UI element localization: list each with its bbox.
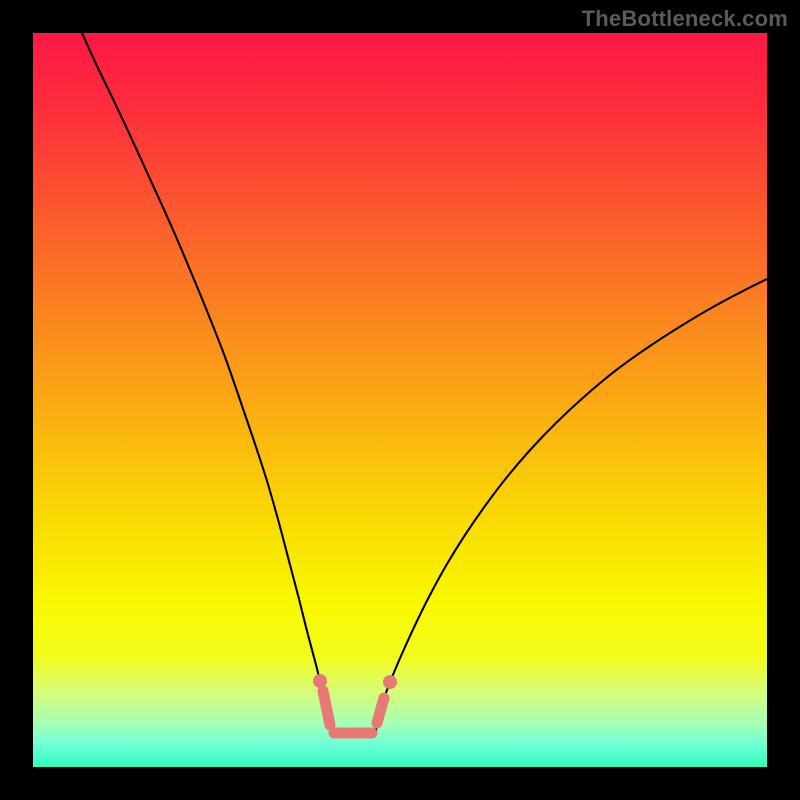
chart-frame: TheBottleneck.com	[0, 0, 800, 800]
watermark-text: TheBottleneck.com	[582, 6, 788, 32]
plot-area	[33, 33, 767, 767]
curve-layer	[33, 33, 767, 767]
curve-left-branch	[82, 33, 331, 731]
curve-right-branch	[376, 279, 767, 731]
curve-markers	[313, 674, 397, 733]
